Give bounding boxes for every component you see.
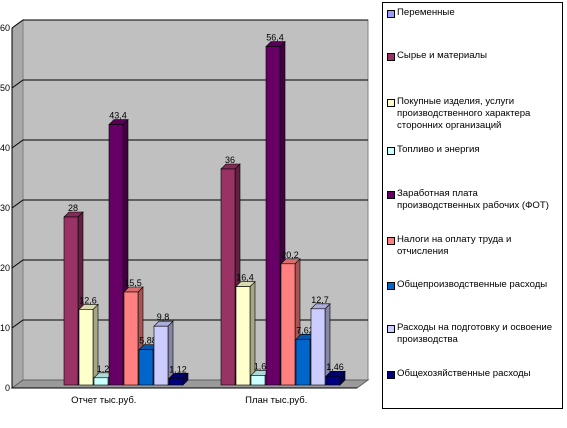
bar (220, 168, 236, 386)
legend-label: Общехозяйственные расходы (397, 368, 531, 379)
data-label: 12,6 (79, 295, 97, 305)
gridline-side (11, 319, 24, 329)
legend-swatch (387, 10, 395, 18)
legend-swatch (387, 99, 395, 107)
data-label: 1,12 (169, 364, 187, 374)
bar (168, 377, 184, 386)
legend-swatch (387, 371, 395, 379)
data-label: 28 (68, 203, 78, 213)
bar (138, 349, 154, 386)
bar (108, 124, 124, 386)
bar (295, 338, 311, 386)
bar (325, 375, 341, 386)
legend-label: Общепроизводственные расходы (397, 279, 548, 290)
data-label: 36 (225, 155, 235, 165)
data-label: 9,8 (157, 312, 170, 322)
bar (310, 308, 326, 386)
x-tick-label: План тыс.руб. (245, 395, 307, 406)
legend-label: Покупные изделия, услуги производственно… (397, 96, 531, 131)
gridline-side (11, 19, 24, 29)
bar (78, 309, 94, 386)
legend-label: Сырье и материалы (397, 50, 488, 61)
data-label: 43,4 (109, 111, 127, 121)
chart-legend: Переменные Сырье и материалы Покупные изде… (382, 2, 563, 409)
gridline-side (11, 139, 24, 149)
y-tick-label: 60 (0, 23, 10, 33)
data-label: 20,2 (281, 250, 299, 260)
legend-label: Переменные (397, 7, 455, 18)
legend-swatch (387, 237, 395, 245)
y-tick-label: 40 (0, 143, 10, 153)
x-tick-label: Отчет тыс.руб. (71, 395, 136, 406)
legend-swatch (387, 147, 395, 155)
data-label: 56,4 (266, 33, 284, 43)
gridline-side (11, 199, 24, 209)
bar (250, 375, 266, 386)
y-tick-label: 20 (0, 263, 10, 273)
data-label: 12,7 (311, 295, 329, 305)
y-tick-label: 10 (0, 323, 10, 333)
data-label: 16,4 (236, 273, 254, 283)
legend-swatch (387, 282, 395, 290)
data-label: 15,5 (124, 278, 142, 288)
bar (265, 46, 281, 386)
bar (93, 377, 109, 386)
legend-label: Расходы на подготовку и освоение произво… (397, 322, 553, 345)
legend-swatch (387, 325, 395, 333)
bar (235, 286, 251, 386)
data-label: 1,46 (326, 362, 344, 372)
y-tick-label: 50 (0, 83, 10, 93)
bar (280, 263, 296, 386)
legend-swatch (387, 191, 395, 199)
data-label: 5,88 (139, 336, 157, 346)
legend-label: Топливо и энергия (397, 144, 480, 155)
gridline-side (11, 79, 24, 89)
gridline-side (11, 259, 24, 269)
data-label: 1,6 (254, 361, 267, 371)
legend-swatch (387, 53, 395, 61)
bar (63, 216, 79, 386)
y-tick-label: 30 (0, 203, 10, 213)
y-tick-label: 0 (5, 383, 10, 393)
legend-label: Налоги на оплату труда и отчисления (397, 234, 512, 257)
data-label: 7,62 (296, 325, 314, 335)
bar (123, 291, 139, 386)
bar (153, 325, 169, 386)
legend-label: Заработная плата производственных рабочи… (397, 188, 549, 211)
data-label: 1,2 (97, 364, 110, 374)
